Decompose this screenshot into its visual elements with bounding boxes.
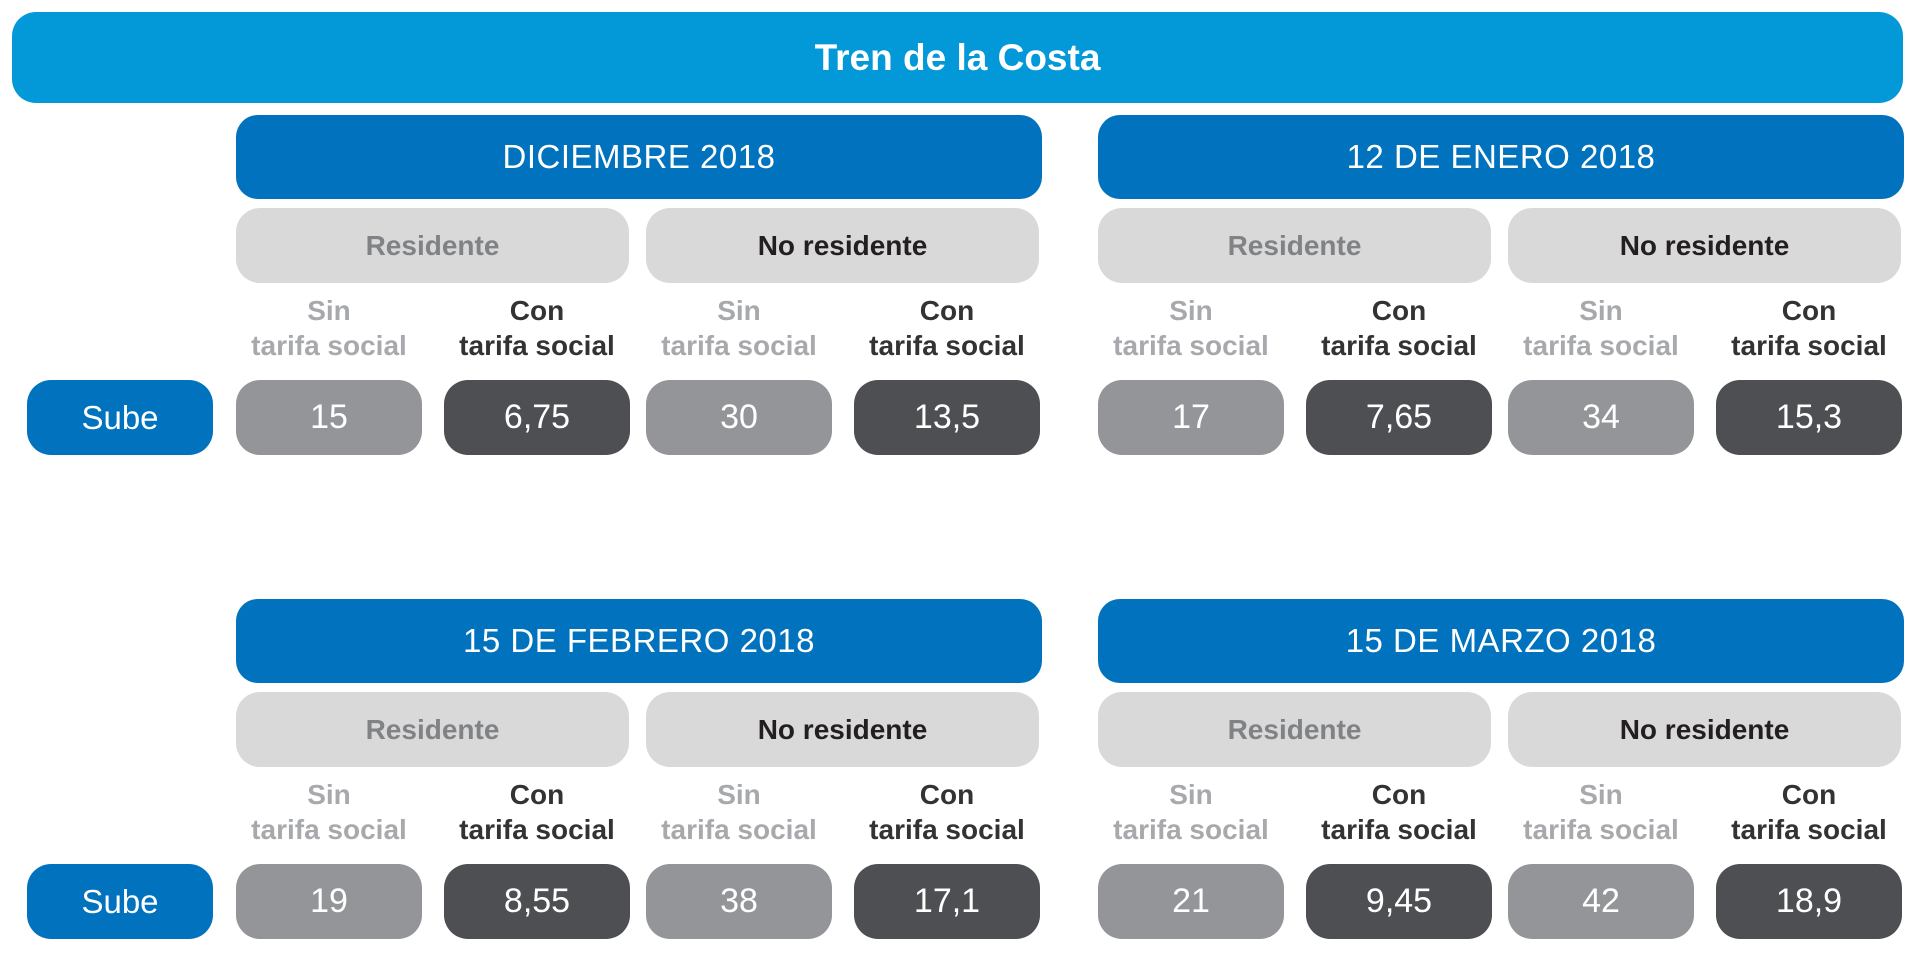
column-label-con-tarifa-social: Con tarifa social (438, 777, 636, 847)
column-label-line2: tarifa social (459, 814, 615, 845)
fare-value: 15,3 (1716, 380, 1902, 455)
fare-value: 34 (1508, 380, 1694, 455)
group-label-nonresident: No residente (1508, 692, 1901, 767)
column-label-line2: tarifa social (661, 814, 817, 845)
group-label-nonresident: No residente (646, 208, 1039, 283)
fare-value: 9,45 (1306, 864, 1492, 939)
column-label-line2: tarifa social (251, 330, 407, 361)
column-label-line2: tarifa social (1523, 814, 1679, 845)
fare-value: 42 (1508, 864, 1694, 939)
column-label-line2: tarifa social (869, 330, 1025, 361)
fare-value: 17,1 (854, 864, 1040, 939)
column-label-line1: Con (919, 295, 975, 326)
column-label-sin-tarifa-social: Sin tarifa social (230, 293, 428, 363)
fare-value: 19 (236, 864, 422, 939)
fare-value: 8,55 (444, 864, 630, 939)
column-label-line1: Con (1371, 779, 1427, 810)
column-label-sin-tarifa-social: Sin tarifa social (230, 777, 428, 847)
fare-value: 17 (1098, 380, 1284, 455)
column-label-line2: tarifa social (1731, 330, 1887, 361)
column-label-line1: Con (919, 779, 975, 810)
group-label-nonresident: No residente (646, 692, 1039, 767)
fare-value: 15 (236, 380, 422, 455)
column-label-line2: tarifa social (459, 330, 615, 361)
column-label-sin-tarifa-social: Sin tarifa social (1092, 293, 1290, 363)
period-header: 15 DE MARZO 2018 (1098, 599, 1904, 683)
column-label-line1: Con (509, 295, 565, 326)
column-label-sin-tarifa-social: Sin tarifa social (640, 777, 838, 847)
fare-value: 7,65 (1306, 380, 1492, 455)
column-label-line2: tarifa social (251, 814, 407, 845)
group-label-resident: Residente (236, 208, 629, 283)
column-label-line1: Con (1371, 295, 1427, 326)
period-header: 15 DE FEBRERO 2018 (236, 599, 1042, 683)
column-label-line2: tarifa social (1113, 814, 1269, 845)
column-label-line1: Con (1781, 779, 1837, 810)
fare-value: 18,9 (1716, 864, 1902, 939)
period-header: 12 DE ENERO 2018 (1098, 115, 1904, 199)
column-label-line1: Sin (307, 779, 351, 810)
group-label-resident: Residente (1098, 208, 1491, 283)
column-label-sin-tarifa-social: Sin tarifa social (640, 293, 838, 363)
column-label-con-tarifa-social: Con tarifa social (848, 777, 1046, 847)
column-label-con-tarifa-social: Con tarifa social (1710, 777, 1908, 847)
fare-value: 30 (646, 380, 832, 455)
group-label-resident: Residente (236, 692, 629, 767)
fare-value: 6,75 (444, 380, 630, 455)
row-label-sube: Sube (27, 380, 213, 455)
column-label-con-tarifa-social: Con tarifa social (438, 293, 636, 363)
column-label-line2: tarifa social (869, 814, 1025, 845)
column-label-con-tarifa-social: Con tarifa social (1300, 777, 1498, 847)
column-label-sin-tarifa-social: Sin tarifa social (1502, 293, 1700, 363)
column-label-line2: tarifa social (661, 330, 817, 361)
column-label-sin-tarifa-social: Sin tarifa social (1502, 777, 1700, 847)
period-header: DICIEMBRE 2018 (236, 115, 1042, 199)
column-label-con-tarifa-social: Con tarifa social (1710, 293, 1908, 363)
column-label-con-tarifa-social: Con tarifa social (1300, 293, 1498, 363)
column-label-line1: Sin (307, 295, 351, 326)
column-label-line2: tarifa social (1523, 330, 1679, 361)
column-label-line1: Sin (717, 779, 761, 810)
column-label-line2: tarifa social (1113, 330, 1269, 361)
group-label-resident: Residente (1098, 692, 1491, 767)
column-label-line2: tarifa social (1321, 814, 1477, 845)
fare-value: 21 (1098, 864, 1284, 939)
column-label-line1: Sin (1169, 295, 1213, 326)
row-label-sube: Sube (27, 864, 213, 939)
fare-value: 13,5 (854, 380, 1040, 455)
column-label-line1: Sin (1579, 779, 1623, 810)
column-label-line1: Sin (1579, 295, 1623, 326)
column-label-line1: Sin (717, 295, 761, 326)
column-label-line2: tarifa social (1321, 330, 1477, 361)
column-label-line1: Sin (1169, 779, 1213, 810)
column-label-line1: Con (1781, 295, 1837, 326)
group-label-nonresident: No residente (1508, 208, 1901, 283)
column-label-sin-tarifa-social: Sin tarifa social (1092, 777, 1290, 847)
column-label-line1: Con (509, 779, 565, 810)
column-label-con-tarifa-social: Con tarifa social (848, 293, 1046, 363)
column-label-line2: tarifa social (1731, 814, 1887, 845)
fare-value: 38 (646, 864, 832, 939)
page-title: Tren de la Costa (12, 12, 1903, 103)
